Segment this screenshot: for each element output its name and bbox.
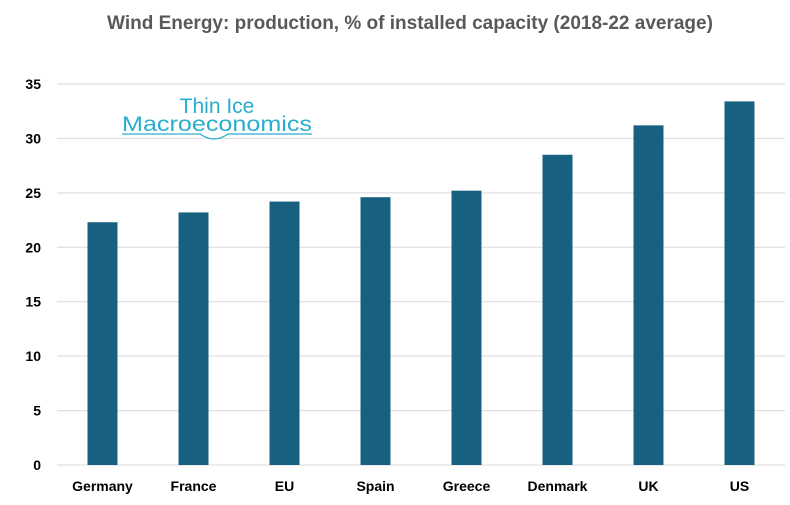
x-tick-label: Spain — [356, 478, 394, 494]
y-tick-label: 20 — [25, 239, 41, 255]
bar-spain — [360, 197, 391, 465]
x-tick-label: Germany — [72, 478, 133, 494]
x-axis-ticks: Germany France EU Spain Greece Denmark UK US — [72, 478, 749, 494]
gridlines — [57, 83, 785, 466]
y-tick-label: 25 — [25, 185, 41, 201]
chart-title: Wind Energy: production, % of installed … — [107, 13, 713, 34]
x-tick-label: EU — [275, 478, 294, 494]
bar-france — [178, 212, 209, 465]
logo-wave-underline — [122, 133, 312, 140]
y-tick-label: 0 — [33, 457, 41, 473]
x-tick-label: France — [171, 478, 217, 494]
bar-us — [724, 101, 755, 465]
y-tick-label: 5 — [33, 403, 41, 419]
bar-eu — [269, 201, 300, 465]
x-tick-label: Greece — [443, 478, 491, 494]
thin-ice-macroeconomics-logo: Thin Ice Macroeconomics — [122, 95, 312, 140]
y-axis-ticks: 0 5 10 15 20 25 30 35 — [25, 76, 41, 473]
logo-line1: Thin Ice — [180, 95, 255, 118]
y-tick-label: 15 — [25, 294, 41, 310]
bar-uk — [633, 125, 664, 465]
x-tick-label: Denmark — [528, 478, 588, 494]
x-tick-label: US — [730, 478, 749, 494]
bar-denmark — [542, 154, 573, 465]
bars — [87, 101, 755, 465]
y-tick-label: 30 — [25, 130, 41, 146]
bar-greece — [451, 190, 482, 465]
y-tick-label: 35 — [25, 76, 41, 92]
logo-line2: Macroeconomics — [122, 113, 312, 136]
bar-germany — [87, 222, 118, 465]
y-tick-label: 10 — [25, 348, 41, 364]
x-tick-label: UK — [638, 478, 658, 494]
